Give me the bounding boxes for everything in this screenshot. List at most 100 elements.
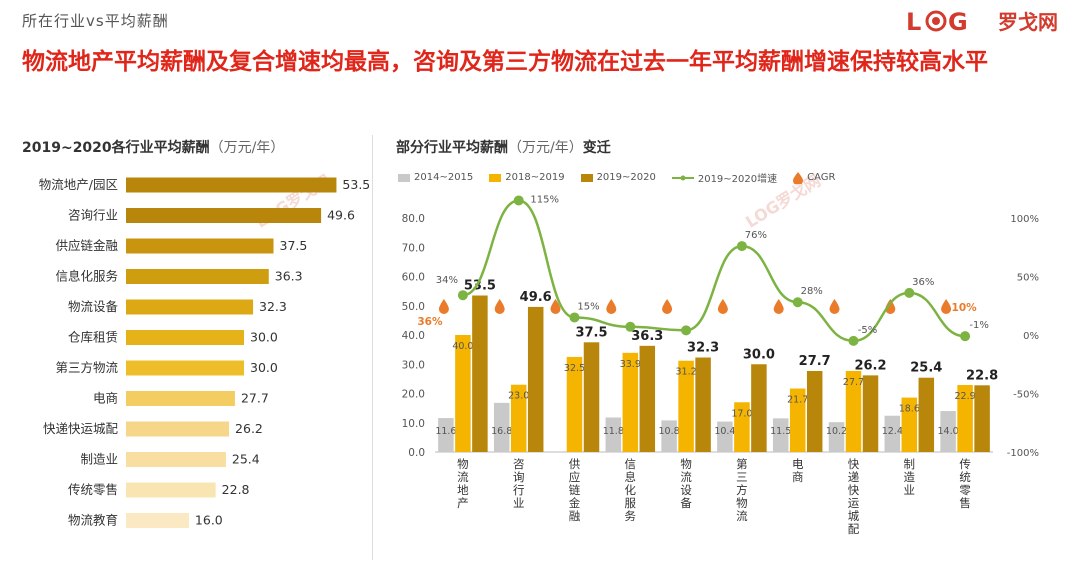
bar-value-label: 17.0 xyxy=(731,408,752,419)
x-category-char: 业 xyxy=(904,483,916,497)
y-tick-label: 60.0 xyxy=(402,272,425,284)
bar-2014~2015 xyxy=(661,420,677,452)
x-category-char: 城 xyxy=(848,509,860,523)
x-category-char: 电 xyxy=(792,457,804,471)
y-tick-label: 20.0 xyxy=(402,389,425,401)
y2-tick-label: 50% xyxy=(1017,273,1039,284)
right-chart-title: 部分行业平均薪酬（万元/年）变迁 xyxy=(396,137,611,157)
x-category-char: 造 xyxy=(904,470,916,484)
bar-2018~2019 xyxy=(622,352,639,452)
log-logo-icon: L G xyxy=(906,8,968,35)
left-bar xyxy=(126,421,230,437)
x-category-char: 物 xyxy=(680,457,692,471)
x-category-char: 地 xyxy=(457,483,469,497)
growth-point xyxy=(625,321,636,332)
bar-value-label: 33.9 xyxy=(620,359,641,370)
left-category-label: 电商 xyxy=(93,391,118,406)
bar-value-label-bold: 49.6 xyxy=(520,290,552,305)
y-tick-label: 80.0 xyxy=(402,213,425,225)
x-category-char: 制 xyxy=(904,457,916,471)
x-category-char: 备 xyxy=(680,496,692,510)
bar-2018~2019 xyxy=(734,402,750,452)
bar-2014~2015 xyxy=(828,422,845,452)
left-bar xyxy=(126,330,244,345)
x-category-char: 配 xyxy=(848,522,860,536)
x-category-char: 务 xyxy=(625,509,637,523)
bar-2018~2019 xyxy=(901,397,918,452)
cagr-drop-icon xyxy=(606,299,617,314)
right-chart-unit: （万元/年） xyxy=(508,140,583,156)
left-bar-chart: 物流地产/园区 53.5 咨询行业 49.6 供应链金融 37.5 信息化服务 36.3 物流设… xyxy=(39,177,370,528)
left-bar xyxy=(126,452,226,467)
x-category-char: 传 xyxy=(959,457,971,471)
bar-value-label: 18.6 xyxy=(899,404,920,415)
bar-value-label: 10.2 xyxy=(826,426,847,437)
legend-swatch-gray xyxy=(398,173,410,182)
growth-point xyxy=(960,331,971,342)
drop-legend-icon xyxy=(793,171,804,184)
left-bar xyxy=(126,299,254,315)
left-category-label: 咨询行业 xyxy=(68,208,118,223)
left-value-label: 32.3 xyxy=(259,299,287,314)
cagr-drop-icon xyxy=(829,299,840,314)
x-category-char: 应 xyxy=(569,470,581,484)
left-value-label: 27.7 xyxy=(241,391,269,406)
x-category-char: 商 xyxy=(792,470,804,484)
legend-swatch-brown xyxy=(580,173,593,182)
bar-2018~2019 xyxy=(678,360,694,452)
cagr-drop-icon xyxy=(550,299,561,314)
y-tick-label: 0.0 xyxy=(408,447,425,459)
right-chart-legend: 2014~2015 2018~2019 2019~2020 2019~2020增… xyxy=(398,170,835,185)
bar-value-label-bold: 27.7 xyxy=(799,354,831,369)
x-category-char: 快 xyxy=(848,483,860,497)
bar-value-label: 11.5 xyxy=(770,426,791,437)
svg-text:L: L xyxy=(906,8,921,35)
left-category-label: 制造业 xyxy=(80,452,118,467)
left-value-label: 30.0 xyxy=(250,330,278,345)
bar-value-label: 22.9 xyxy=(955,391,976,402)
growth-point xyxy=(569,312,580,323)
line-legend-icon xyxy=(671,175,694,180)
left-bar xyxy=(126,482,216,498)
x-category-char: 金 xyxy=(569,496,581,510)
x-category-char: 物 xyxy=(736,496,748,510)
cagr-label: 10% xyxy=(952,302,978,314)
bar-value-label: 23.0 xyxy=(508,391,529,402)
bar-2018~2019 xyxy=(510,384,527,452)
bar-value-label-bold: 30.0 xyxy=(743,347,775,362)
legend-label-growth: 2019~2020增速 xyxy=(697,174,778,185)
headline: 物流地产平均薪酬及复合增速均最高，咨询及第三方物流在过去一年平均薪酬增速保持较高… xyxy=(22,49,988,75)
cagr-drop-icon xyxy=(438,299,449,314)
x-category-char: 运 xyxy=(848,496,860,510)
bar-2014~2015 xyxy=(884,415,901,452)
bar-2019~2020 xyxy=(918,377,935,452)
growth-label: -1% xyxy=(969,320,988,331)
bar-value-label: 31.2 xyxy=(676,367,697,378)
left-value-label: 30.0 xyxy=(250,360,278,375)
right-combo-chart: 0.0 10.0 20.0 30.0 40.0 50.0 60.0 70.0 80.0 -100%… xyxy=(402,194,1039,536)
x-category-char: 第 xyxy=(736,457,748,471)
bar-value-label-bold: 36.3 xyxy=(631,329,663,344)
cagr-drop-icon xyxy=(773,299,784,314)
bar-2019~2020 xyxy=(806,370,823,452)
growth-point xyxy=(848,335,859,346)
bar-value-label: 27.7 xyxy=(843,377,864,388)
x-category-char: 业 xyxy=(513,496,525,510)
y-tick-label: 50.0 xyxy=(402,301,425,313)
svg-text:G: G xyxy=(948,8,968,35)
left-bar xyxy=(126,360,244,376)
cagr-drop-icon xyxy=(885,299,896,314)
left-value-label: 25.4 xyxy=(232,452,260,467)
bar-value-label-bold: 37.5 xyxy=(575,325,607,340)
cagr-drop-icon xyxy=(662,299,673,314)
x-category-char: 息 xyxy=(625,470,637,484)
left-category-label: 物流教育 xyxy=(68,513,118,528)
x-category-char: 流 xyxy=(457,470,469,484)
left-value-label: 26.2 xyxy=(235,421,263,436)
x-category-char: 流 xyxy=(736,509,748,523)
y-tick-label: 30.0 xyxy=(402,359,425,371)
left-value-label: 49.6 xyxy=(327,208,355,223)
legend-label-cagr: CAGR xyxy=(807,172,836,183)
growth-point xyxy=(792,297,803,308)
x-category-char: 融 xyxy=(569,509,581,523)
